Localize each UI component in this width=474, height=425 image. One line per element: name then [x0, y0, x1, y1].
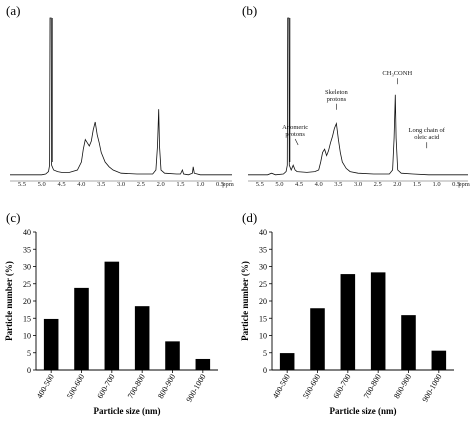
y-tick-label: 30 — [23, 263, 31, 272]
x-unit-label: ppm — [458, 181, 470, 188]
x-axis-title: Particle size (nm) — [330, 406, 397, 416]
bar — [340, 274, 356, 370]
y-tick-label: 15 — [23, 314, 31, 323]
x-tick-label: 4.0 — [315, 181, 323, 188]
panel-c-label: (c) — [6, 210, 20, 225]
peak-annotation: protons — [327, 96, 347, 103]
x-tick-label: 3.0 — [354, 181, 362, 188]
x-tick-label: 400-500 — [35, 373, 56, 401]
spectrum-trace — [248, 17, 468, 176]
peak-annotation: Anomeric — [282, 124, 308, 131]
y-tick-label: 25 — [259, 280, 267, 289]
y-tick-label: 25 — [23, 280, 31, 289]
x-tick-label: 1.0 — [433, 181, 441, 188]
x-tick-label: 1.5 — [176, 181, 184, 188]
x-unit-label: ppm — [222, 181, 234, 188]
x-tick-label: 600-700 — [331, 373, 352, 401]
x-tick-label: 2.0 — [393, 181, 401, 188]
y-tick-label: 35 — [259, 245, 267, 254]
y-axis-title: Particle number (%) — [240, 261, 250, 341]
x-tick-label: 4.5 — [295, 181, 303, 188]
x-tick-label: 0.5 — [216, 181, 224, 188]
x-tick-label: 600-700 — [95, 373, 116, 401]
bar-chart-c: 0 5 10 15 20 25 30 35 40 400-500 500-600 600-700 700… — [4, 228, 218, 416]
x-tick-label: 5.5 — [256, 181, 264, 188]
x-tick-label: 4.0 — [77, 181, 85, 188]
x-tick-label: 500-600 — [301, 373, 322, 401]
x-tick-label: 800-900 — [392, 373, 413, 401]
bar — [370, 272, 386, 370]
spectrum-trace — [10, 17, 232, 176]
peak-annotation: Skeleton — [325, 89, 348, 96]
x-tick-label: 5.5 — [18, 181, 26, 188]
x-tick-label: 700-800 — [126, 373, 147, 401]
x-tick-label: 3.5 — [97, 181, 105, 188]
x-tick-label: 5.0 — [275, 181, 283, 188]
y-tick-label: 15 — [259, 314, 267, 323]
bar — [104, 261, 120, 370]
bar — [43, 318, 59, 370]
bar — [310, 308, 325, 370]
peak-annotation: protons — [285, 131, 305, 138]
y-tick-label: 40 — [259, 228, 267, 237]
bar — [134, 306, 150, 370]
bar — [195, 358, 211, 370]
x-tick-label: 3.5 — [334, 181, 342, 188]
y-tick-label: 5 — [263, 349, 267, 358]
x-tick-label: 0.5 — [452, 181, 460, 188]
bar — [165, 341, 180, 370]
y-tick-label: 0 — [263, 366, 267, 375]
peak-annotation: oleic acid — [414, 134, 440, 141]
x-tick-label: 3.0 — [117, 181, 125, 188]
x-tick-label: 900-1000 — [184, 373, 207, 404]
x-tick-label: 1.0 — [196, 181, 204, 188]
y-tick-label: 10 — [259, 332, 267, 341]
x-tick-label: 700-800 — [362, 373, 383, 401]
peak-annotation: CH₃CONH — [382, 70, 412, 77]
y-tick-label: 10 — [23, 332, 31, 341]
x-tick-label: 900-1000 — [420, 373, 443, 404]
y-tick-label: 40 — [23, 228, 31, 237]
y-tick-label: 5 — [27, 349, 31, 358]
x-tick-label: 5.0 — [38, 181, 46, 188]
x-tick-label: 4.5 — [57, 181, 65, 188]
annotation-pointer — [294, 138, 299, 146]
bar — [431, 350, 447, 370]
panel-d-label: (d) — [242, 210, 257, 225]
y-tick-label: 20 — [23, 297, 31, 306]
panel-a-label: (a) — [6, 3, 20, 18]
peak-annotation: Long chain of — [409, 127, 446, 134]
x-tick-label: 2.5 — [137, 181, 145, 188]
bar-chart-d: 0 5 10 15 20 25 30 35 40 400-500 500-600 600-700 700… — [240, 228, 454, 416]
bar — [279, 353, 295, 370]
x-tick-label: 1.5 — [413, 181, 421, 188]
bar — [74, 287, 89, 370]
bar — [401, 315, 416, 370]
x-axis-title: Particle size (nm) — [94, 406, 161, 416]
x-tick-label: 500-600 — [65, 373, 86, 401]
panel-b-label: (b) — [242, 3, 257, 18]
y-axis-title: Particle number (%) — [4, 261, 14, 341]
x-tick-label: 2.5 — [374, 181, 382, 188]
x-tick-label: 800-900 — [156, 373, 177, 401]
y-tick-label: 0 — [27, 366, 31, 375]
x-tick-label: 2.0 — [157, 181, 165, 188]
y-tick-label: 20 — [259, 297, 267, 306]
y-tick-label: 30 — [259, 263, 267, 272]
y-tick-label: 35 — [23, 245, 31, 254]
x-tick-label: 400-500 — [271, 373, 292, 401]
